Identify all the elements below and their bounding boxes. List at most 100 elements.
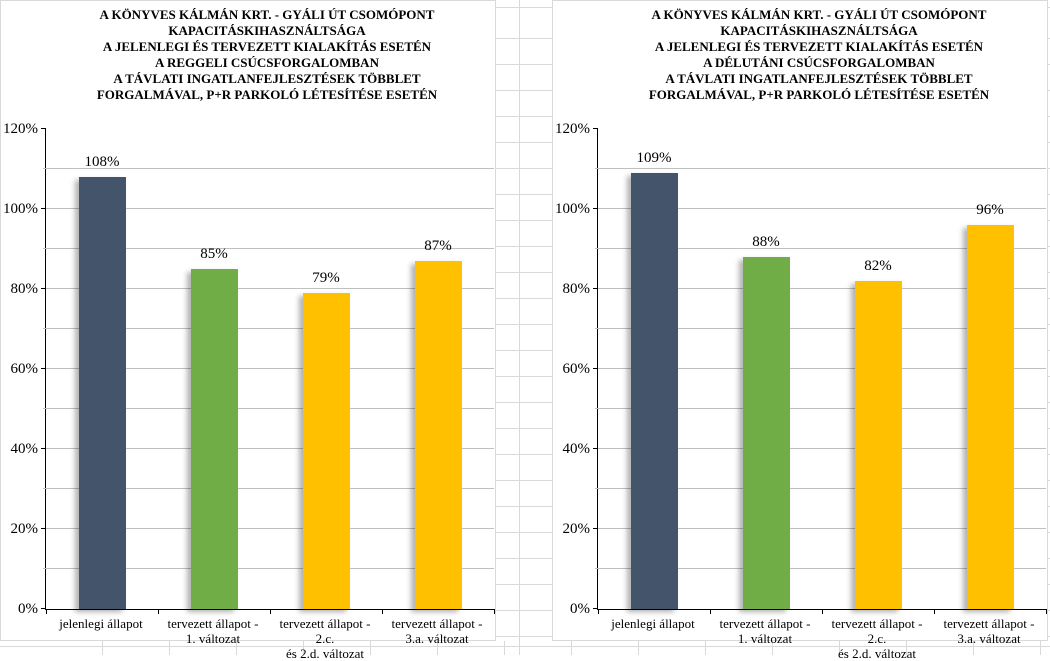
- chart-title-line: A KÖNYVES KÁLMÁN KRT. - GYÁLI ÚT CSOMÓPO…: [651, 7, 987, 22]
- y-gridline: [595, 568, 1046, 569]
- y-gridline: [595, 408, 1046, 409]
- chart-title: A KÖNYVES KÁLMÁN KRT. - GYÁLI ÚT CSOMÓPO…: [593, 7, 1045, 103]
- bar-3[interactable]: [302, 293, 350, 609]
- y-tick-label: 80%: [10, 281, 39, 297]
- bar-value-label: 88%: [752, 234, 780, 250]
- category-label-2: tervezett állapot -1. változat: [157, 616, 269, 646]
- y-axis-tick: [593, 128, 598, 129]
- category-label-1: jelenlegi állapot: [45, 616, 157, 631]
- y-tick-label: 40%: [562, 441, 591, 457]
- y-tick-label: 120%: [555, 121, 590, 137]
- category-label-line: tervezett állapot -: [167, 616, 259, 631]
- chart-object-afternoon-peak[interactable]: A KÖNYVES KÁLMÁN KRT. - GYÁLI ÚT CSOMÓPO…: [552, 0, 1048, 661]
- chart-title-line: A TÁVLATI INGATLANFEJLESZTÉSEK TÖBBLET: [665, 71, 973, 86]
- plot-area: 109% 88% 82% 96%: [593, 128, 1047, 614]
- chart-title-line: A REGGELI CSÚCSFORGALOMBAN: [155, 55, 379, 70]
- spreadsheet-grid-middle: [496, 0, 552, 655]
- bar-4[interactable]: [414, 261, 462, 609]
- bar-2[interactable]: [742, 257, 790, 609]
- bar-1[interactable]: [78, 177, 126, 609]
- category-label-line: tervezett állapot -: [943, 616, 1035, 631]
- y-gridline: [43, 248, 494, 249]
- category-label-4: tervezett állapot -3.a. változat: [381, 616, 493, 646]
- x-axis-tick: [710, 609, 711, 614]
- x-axis-tick: [822, 609, 823, 614]
- y-gridline: [595, 448, 1046, 449]
- category-label-3: tervezett állapot - 2.c. és 2.d. változat: [821, 616, 933, 661]
- y-gridline: [43, 368, 494, 369]
- y-gridline: [43, 448, 494, 449]
- y-tick-label: 0%: [570, 601, 590, 617]
- x-axis-tick: [270, 609, 271, 614]
- bar-value-label: 85%: [200, 246, 228, 262]
- y-gridline: [43, 568, 494, 569]
- chart-title-line: A TÁVLATI INGATLANFEJLESZTÉSEK TÖBBLET: [113, 71, 421, 86]
- category-label-line: tervezett állapot -: [719, 616, 811, 631]
- x-axis-tick: [1046, 609, 1047, 614]
- category-label-line: tervezett állapot - 2.c.: [279, 616, 371, 646]
- category-label-4: tervezett állapot -3.a. változat: [933, 616, 1045, 646]
- y-axis-tick: [593, 368, 598, 369]
- y-axis-tick: [41, 448, 46, 449]
- bar-1[interactable]: [630, 173, 678, 609]
- chart-title-line: FORGALMÁVAL, P+R PARKOLÓ LÉTESÍTÉSE ESET…: [96, 87, 438, 102]
- y-axis-tick: [41, 528, 46, 529]
- y-axis-tick: [41, 128, 46, 129]
- bar-4[interactable]: [966, 225, 1014, 609]
- y-tick-label: 60%: [10, 361, 39, 377]
- category-label-line: tervezett állapot -: [391, 616, 483, 631]
- category-label-line: 1. változat: [737, 631, 793, 646]
- category-label-3: tervezett állapot - 2.c. és 2.d. változat: [269, 616, 381, 661]
- y-axis-tick: [41, 368, 46, 369]
- category-label-line: 1. változat: [185, 631, 241, 646]
- y-tick-label: 20%: [562, 521, 591, 537]
- chart-title-line: A DÉLUTÁNI CSÚCSFORGALOMBAN: [703, 55, 935, 70]
- y-gridline: [43, 288, 494, 289]
- chart-title-line: KAPACITÁSKIHASZNÁLTSÁGA: [720, 23, 918, 38]
- chart-title-line: A KÖNYVES KÁLMÁN KRT. - GYÁLI ÚT CSOMÓPO…: [99, 7, 435, 22]
- y-axis-tick: [41, 288, 46, 289]
- spreadsheet-grid-bottom: [0, 641, 1050, 655]
- plot-area: 108% 85% 79% 87%: [41, 128, 495, 614]
- y-gridline: [595, 248, 1046, 249]
- x-axis-tick: [158, 609, 159, 614]
- y-tick-label: 40%: [10, 441, 39, 457]
- y-tick-label: 20%: [10, 521, 39, 537]
- y-tick-label: 80%: [562, 281, 591, 297]
- x-axis-tick: [934, 609, 935, 614]
- x-axis-tick: [382, 609, 383, 614]
- category-label-line: 3.a. változat: [957, 631, 1021, 646]
- y-tick-label: 60%: [562, 361, 591, 377]
- y-gridline: [43, 168, 494, 169]
- y-gridline: [43, 408, 494, 409]
- y-gridline: [43, 208, 494, 209]
- y-axis-tick: [593, 608, 598, 609]
- category-label-line: jelenlegi állapot: [59, 616, 143, 631]
- y-axis-tick: [41, 608, 46, 609]
- chart-title-line: A JELENLEGI ÉS TERVEZETT KIALAKÍTÁS ESET…: [654, 39, 984, 54]
- bar-value-label: 79%: [312, 270, 340, 286]
- y-gridline: [595, 328, 1046, 329]
- chart-title-line: KAPACITÁSKIHASZNÁLTSÁGA: [168, 23, 366, 38]
- y-gridline: [595, 208, 1046, 209]
- bar-value-label: 108%: [84, 154, 120, 170]
- y-tick-label: 100%: [555, 201, 590, 217]
- chart-object-morning-peak[interactable]: A KÖNYVES KÁLMÁN KRT. - GYÁLI ÚT CSOMÓPO…: [0, 0, 496, 661]
- y-axis-tick: [41, 208, 46, 209]
- y-gridline: [595, 528, 1046, 529]
- category-label-line: és 2.d. változat: [838, 646, 916, 661]
- y-tick-label: 100%: [3, 201, 38, 217]
- y-gridline: [595, 488, 1046, 489]
- bar-2[interactable]: [190, 269, 238, 609]
- y-gridline: [43, 528, 494, 529]
- category-label-line: jelenlegi állapot: [611, 616, 695, 631]
- bar-3[interactable]: [854, 281, 902, 609]
- y-gridline: [43, 488, 494, 489]
- bar-value-label: 87%: [424, 238, 452, 254]
- bar-value-label: 82%: [864, 258, 892, 274]
- bar-value-label: 96%: [976, 202, 1004, 218]
- y-axis-tick: [593, 528, 598, 529]
- y-tick-label: 120%: [3, 121, 38, 137]
- bar-value-label: 109%: [636, 150, 672, 166]
